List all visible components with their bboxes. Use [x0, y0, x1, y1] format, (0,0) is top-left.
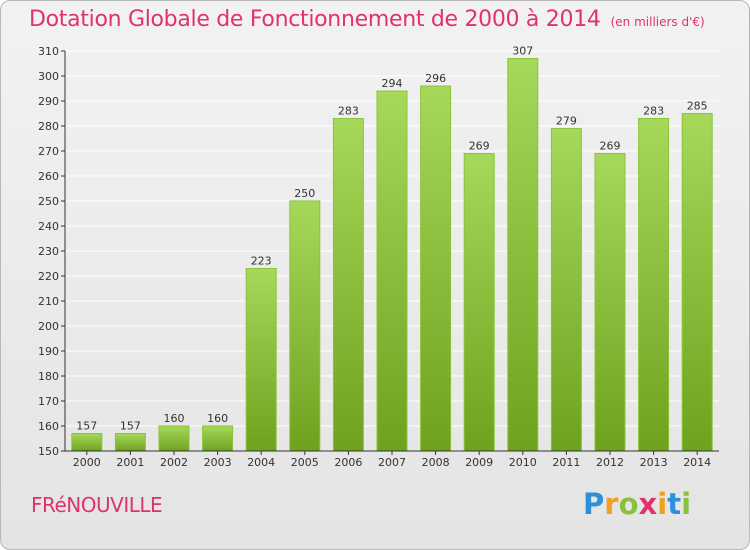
- bar: [638, 118, 670, 452]
- x-tick-label: 2008: [422, 456, 450, 469]
- x-tick-label: 2002: [160, 456, 188, 469]
- data-label: 296: [425, 72, 446, 85]
- bars: [71, 58, 713, 452]
- y-tick-label: 260: [38, 170, 59, 183]
- y-tick-label: 230: [38, 245, 59, 258]
- bar: [376, 90, 408, 452]
- logo-letter: o: [618, 487, 639, 521]
- data-label: 250: [294, 187, 315, 200]
- y-tick-label: 240: [38, 220, 59, 233]
- bar: [420, 85, 452, 452]
- y-tick-label: 310: [38, 45, 59, 58]
- data-label: 157: [76, 420, 97, 433]
- y-tick-label: 150: [38, 445, 59, 458]
- y-tick-label: 180: [38, 370, 59, 383]
- commune-name: FRéNOUVILLE: [31, 493, 163, 517]
- x-tick-label: 2007: [378, 456, 406, 469]
- bar: [594, 153, 626, 452]
- logo-letter: P: [583, 487, 605, 521]
- bar: [681, 113, 713, 452]
- y-tick-label: 280: [38, 120, 59, 133]
- logo-letter: i: [681, 487, 692, 521]
- x-tick-label: 2011: [552, 456, 580, 469]
- proxiti-logo: Proxiti: [583, 487, 691, 521]
- bar: [289, 200, 321, 452]
- bar: [245, 268, 277, 452]
- x-tick-label: 2000: [73, 456, 101, 469]
- logo-letter: t: [667, 487, 682, 521]
- bar: [71, 433, 103, 452]
- y-tick-label: 270: [38, 145, 59, 158]
- x-tick-label: 2001: [116, 456, 144, 469]
- data-label: 279: [556, 115, 577, 128]
- data-label: 157: [120, 420, 141, 433]
- chart-subtitle: (en milliers d'€): [610, 15, 705, 29]
- y-tick-label: 220: [38, 270, 59, 283]
- bar: [550, 128, 582, 452]
- x-tick-label: 2005: [291, 456, 319, 469]
- x-tick-label: 2003: [204, 456, 232, 469]
- y-tick-label: 300: [38, 70, 59, 83]
- data-label: 283: [338, 105, 359, 118]
- bar: [507, 58, 539, 452]
- data-labels: 157 157 160 160 223 250 283 294 296 269 307 279 269 2…: [76, 45, 707, 433]
- y-tick-label: 170: [38, 395, 59, 408]
- logo-letter: x: [638, 487, 658, 521]
- bar: [114, 433, 146, 452]
- data-label: 160: [164, 412, 185, 425]
- data-label: 307: [512, 45, 533, 58]
- logo-letter: r: [604, 487, 619, 521]
- chart-title-text: Dotation Globale de Fonctionnement de 20…: [29, 7, 601, 32]
- data-label: 269: [600, 140, 621, 153]
- bar: [202, 425, 234, 452]
- y-tick-label: 210: [38, 295, 59, 308]
- x-tick-label: 2004: [247, 456, 275, 469]
- y-tick-label: 190: [38, 345, 59, 358]
- x-axis: 2000 2001 2002 2003 2004 2005 2006 2007 2008 2009…: [65, 450, 719, 469]
- y-axis: 150 160 170 180 190 200 210 220 230 240 250 260 270 2…: [38, 45, 66, 458]
- y-tick-label: 290: [38, 95, 59, 108]
- data-label: 223: [251, 255, 272, 268]
- x-tick-label: 2013: [640, 456, 668, 469]
- data-label: 283: [643, 105, 664, 118]
- x-tick-label: 2014: [683, 456, 711, 469]
- data-label: 285: [687, 100, 708, 113]
- logo-letter: i: [657, 487, 668, 521]
- bar: [158, 425, 190, 452]
- x-tick-label: 2009: [465, 456, 493, 469]
- chart-title: Dotation Globale de Fonctionnement de 20…: [29, 7, 705, 32]
- x-tick-label: 2006: [334, 456, 362, 469]
- data-label: 294: [382, 77, 403, 90]
- data-label: 160: [207, 412, 228, 425]
- bar: [463, 153, 495, 452]
- y-tick-label: 250: [38, 195, 59, 208]
- y-tick-label: 160: [38, 420, 59, 433]
- x-tick-label: 2012: [596, 456, 624, 469]
- bar: [332, 118, 364, 452]
- x-tick-label: 2010: [509, 456, 537, 469]
- data-label: 269: [469, 140, 490, 153]
- y-tick-label: 200: [38, 320, 59, 333]
